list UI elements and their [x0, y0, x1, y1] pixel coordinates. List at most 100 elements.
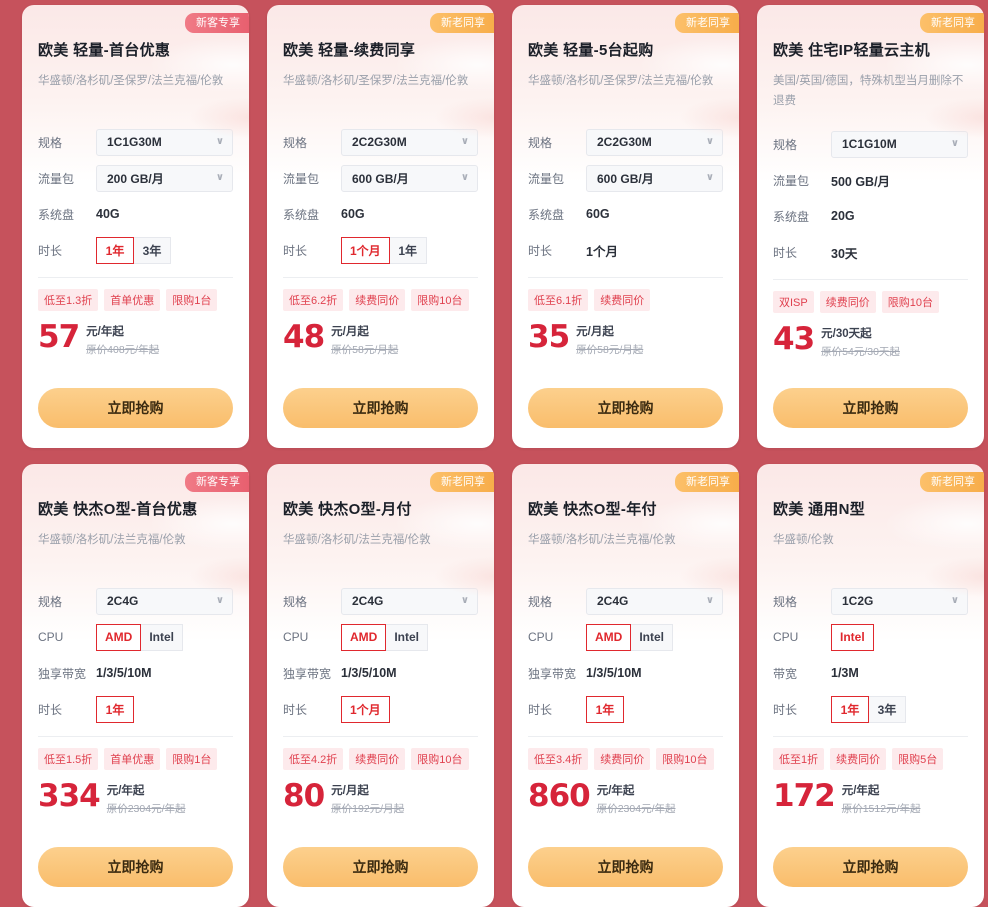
- chevron-down-icon: ∨: [705, 595, 714, 606]
- spec-option[interactable]: Intel: [385, 623, 428, 651]
- spec-option[interactable]: Intel: [140, 623, 183, 651]
- spec-row: 流量包 600 GB/月 ∨: [283, 161, 478, 195]
- spec-select-value: 2C2G30M: [352, 135, 407, 149]
- spec-label: 系统盘: [773, 209, 810, 224]
- promo-tag-list: 低至1.3折 首单优惠 限购1台: [38, 289, 233, 311]
- spec-label: 规格: [773, 594, 798, 609]
- spec-select[interactable]: 1C1G30M ∨: [96, 128, 233, 156]
- spec-option[interactable]: AMD: [341, 623, 387, 651]
- spec-list: 规格 1C2G ∨ CPU Intel 带宽 1/3M 时长 1年 3年: [773, 584, 968, 726]
- spec-select[interactable]: 1C1G10M ∨: [831, 130, 968, 158]
- spec-option[interactable]: 1年: [831, 695, 869, 723]
- card-region-list: 华盛顿/洛杉矶/法兰克福/伦敦: [38, 534, 186, 546]
- spec-label: 流量包: [773, 173, 810, 188]
- buy-now-button[interactable]: 立即抢购: [528, 388, 723, 428]
- promo-tag: 续费同价: [594, 289, 651, 311]
- spec-option[interactable]: AMD: [586, 623, 632, 651]
- spec-row: 时长 1个月 1年: [283, 233, 478, 267]
- spec-row: 时长 1年: [38, 692, 233, 726]
- price-unit: 元/月起: [331, 326, 369, 338]
- spec-select[interactable]: 600 GB/月 ∨: [341, 164, 478, 192]
- spec-option[interactable]: Intel: [831, 623, 874, 651]
- price-meta: 元/月起 原价58元/月起: [331, 323, 398, 357]
- spec-row: 规格 2C4G ∨: [283, 584, 478, 618]
- spec-label: 规格: [528, 594, 553, 609]
- buy-now-button[interactable]: 立即抢购: [773, 388, 968, 428]
- spec-select-value: 2C4G: [597, 594, 629, 608]
- buy-now-button[interactable]: 立即抢购: [38, 847, 233, 887]
- spec-label: 规格: [528, 135, 553, 150]
- card-region-list: 华盛顿/洛杉矶/圣保罗/法兰克福/伦敦: [38, 75, 224, 87]
- spec-option[interactable]: Intel: [630, 623, 673, 651]
- spec-option[interactable]: 1个月: [341, 695, 390, 723]
- chevron-down-icon: ∨: [705, 136, 714, 147]
- chevron-down-icon: ∨: [705, 172, 714, 183]
- spec-select[interactable]: 600 GB/月 ∨: [586, 164, 723, 192]
- price-unit: 元/年起: [596, 785, 635, 797]
- chevron-down-icon: ∨: [460, 595, 469, 606]
- card-title: 欧美 轻量-5台起购: [528, 42, 654, 59]
- price-unit: 元/月起: [331, 785, 369, 797]
- product-card: 新老同享 欧美 快杰O型-月付 华盛顿/洛杉矶/法兰克福/伦敦 规格 2C4G ∨ CPU A…: [267, 464, 494, 907]
- spec-select[interactable]: 2C4G ∨: [341, 587, 478, 615]
- card-region-list: 华盛顿/伦敦: [773, 534, 834, 546]
- spec-value: 1/3/5/10M: [96, 666, 152, 680]
- spec-segmented-control: AMD Intel: [96, 623, 183, 651]
- spec-row: 带宽 1/3M: [773, 656, 968, 690]
- spec-select[interactable]: 2C2G30M ∨: [341, 128, 478, 156]
- spec-row: 时长 1个月: [283, 692, 478, 726]
- spec-option[interactable]: AMD: [96, 623, 142, 651]
- spec-option[interactable]: 1年: [388, 236, 427, 264]
- spec-value: 30天: [831, 246, 858, 261]
- divider: [528, 277, 723, 278]
- spec-select-value: 1C1G30M: [107, 135, 162, 149]
- spec-select[interactable]: 1C2G ∨: [831, 587, 968, 615]
- spec-label: 规格: [38, 135, 63, 150]
- spec-select[interactable]: 2C4G ∨: [586, 587, 723, 615]
- promo-tag: 低至3.4折: [528, 748, 589, 770]
- promo-tag-list: 低至1.5折 首单优惠 限购1台: [38, 748, 233, 770]
- spec-label: 时长: [528, 243, 553, 258]
- promo-tag: 限购10台: [656, 748, 714, 770]
- spec-value: 60G: [341, 207, 365, 221]
- spec-select[interactable]: 2C2G30M ∨: [586, 128, 723, 156]
- spec-segmented-control: Intel: [831, 623, 874, 651]
- spec-option[interactable]: 1年: [96, 695, 134, 723]
- spec-option[interactable]: 3年: [133, 236, 171, 264]
- card-badge: 新老同享: [920, 13, 984, 34]
- original-price: 原价2304元/年起: [106, 802, 186, 815]
- spec-option[interactable]: 1年: [586, 695, 624, 723]
- product-card: 新老同享 欧美 轻量-续费同享 华盛顿/洛杉矶/圣保罗/法兰克福/伦敦 规格 2C2G3…: [267, 5, 494, 448]
- promo-tag: 续费同价: [594, 748, 651, 770]
- spec-row: CPU AMD Intel: [38, 620, 233, 654]
- original-price: 原价2304元/年起: [596, 802, 676, 815]
- spec-label: 独享带宽: [38, 666, 87, 681]
- product-card: 新老同享 欧美 通用N型 华盛顿/伦敦 规格 1C2G ∨ CPU Intel 带宽 1/3M 时长…: [757, 464, 984, 907]
- spec-select-value: 2C2G30M: [597, 135, 652, 149]
- buy-now-button[interactable]: 立即抢购: [528, 847, 723, 887]
- price-block: 48 元/月起 原价58元/月起: [283, 321, 478, 357]
- spec-option[interactable]: 1年: [96, 236, 134, 264]
- spec-row: 规格 1C1G10M ∨: [773, 127, 968, 161]
- price-unit: 元/30天起: [821, 328, 872, 341]
- promo-tag: 续费同价: [349, 748, 406, 770]
- spec-option[interactable]: 3年: [868, 695, 906, 723]
- buy-now-button[interactable]: 立即抢购: [283, 388, 478, 428]
- spec-select[interactable]: 200 GB/月 ∨: [96, 164, 233, 192]
- divider: [38, 736, 233, 737]
- buy-now-button[interactable]: 立即抢购: [283, 847, 478, 887]
- card-title: 欧美 通用N型: [773, 501, 866, 518]
- price-block: 57 元/年起 原价408元/年起: [38, 321, 233, 357]
- original-price: 原价192元/月起: [331, 802, 405, 815]
- price-amount: 35: [528, 319, 570, 355]
- product-card: 新老同享 欧美 轻量-5台起购 华盛顿/洛杉矶/圣保罗/法兰克福/伦敦 规格 2C2G3…: [512, 5, 739, 448]
- spec-row: 流量包 600 GB/月 ∨: [528, 161, 723, 195]
- spec-select[interactable]: 2C4G ∨: [96, 587, 233, 615]
- spec-option[interactable]: 1个月: [341, 236, 390, 264]
- price-block: 334 元/年起 原价2304元/年起: [38, 780, 233, 816]
- promo-tag: 限购10台: [881, 291, 939, 314]
- buy-now-button[interactable]: 立即抢购: [38, 388, 233, 428]
- price-amount: 80: [283, 778, 325, 814]
- buy-now-button[interactable]: 立即抢购: [773, 847, 968, 887]
